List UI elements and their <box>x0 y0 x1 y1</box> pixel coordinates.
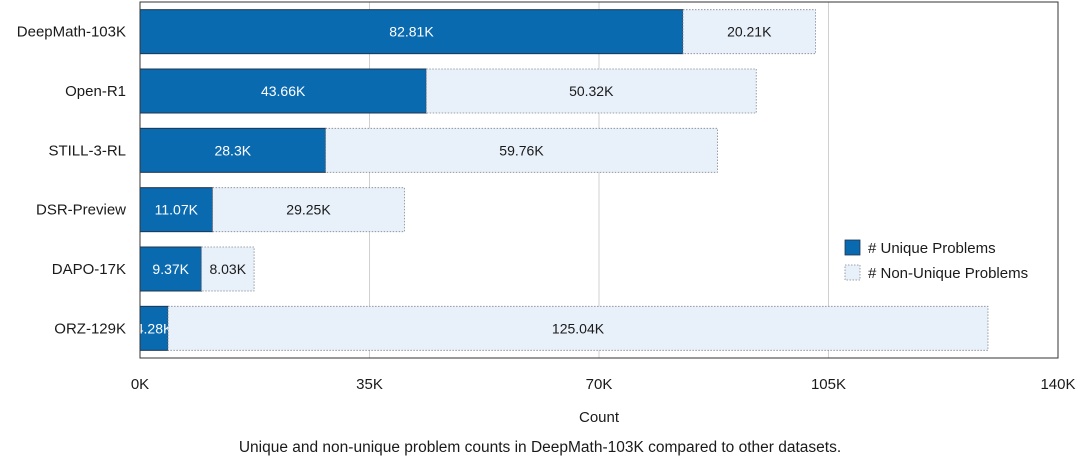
y-tick-label: Open-R1 <box>65 83 126 100</box>
bar-value-label: 125.04K <box>552 320 605 336</box>
figure-caption: Unique and non-unique problem counts in … <box>239 439 841 456</box>
x-tick-label: 140K <box>1040 376 1075 393</box>
bar-value-label: 43.66K <box>261 83 306 99</box>
y-tick-label: STILL-3-RL <box>48 142 126 159</box>
bar-non-unique-1 <box>425 68 757 114</box>
bar-value-label: 8.03K <box>209 261 246 277</box>
bars: 82.81K 20.21K 43.66K 50.32K 28.3K 59.76K 11.07… <box>136 9 989 351</box>
legend-label: # Non-Unique Problems <box>868 265 1028 282</box>
y-tick-label: DAPO-17K <box>52 261 126 278</box>
bar-value-label: 9.37K <box>152 261 189 277</box>
legend-swatch <box>844 264 861 281</box>
legend-swatch <box>844 239 861 256</box>
bar-unique-1 <box>139 68 427 114</box>
bar-value-label: 29.25K <box>286 202 331 218</box>
bar-non-unique-3 <box>212 187 405 233</box>
bar-value-label: 20.21K <box>727 24 772 40</box>
bar-value-label: 59.76K <box>499 142 544 158</box>
x-tick-label: 35K <box>356 376 383 393</box>
legend-label: # Unique Problems <box>868 240 996 257</box>
y-tick-label: DSR-Preview <box>36 202 126 219</box>
bar-value-label: 4.28K <box>136 320 173 336</box>
legend: # Unique Problems # Non-Unique Problems <box>844 239 1028 282</box>
y-tick-label: ORZ-129K <box>54 320 126 337</box>
x-axis-title: Count <box>579 409 620 426</box>
grid-lines <box>369 2 829 358</box>
bar-non-unique-0 <box>682 9 816 55</box>
x-tick-label: 70K <box>586 376 613 393</box>
bar-non-unique-2 <box>325 127 718 173</box>
y-tick-label: DeepMath-103K <box>17 24 126 41</box>
bar-unique-0 <box>139 9 684 55</box>
x-tick-label: 105K <box>811 376 846 393</box>
bar-value-label: 11.07K <box>155 202 199 218</box>
bar-value-label: 50.32K <box>569 83 614 99</box>
plot-frame <box>139 1 1059 359</box>
bar-value-label: 28.3K <box>214 142 251 158</box>
bar-non-unique-4 <box>201 246 255 292</box>
bar-non-unique-5 <box>167 305 989 351</box>
y-axis-labels: DeepMath-103K Open-R1 STILL-3-RL DSR-Previe… <box>17 24 126 338</box>
x-axis-labels: 0K 35K 70K 105K 140K <box>131 376 1076 393</box>
x-tick-label: 0K <box>131 376 149 393</box>
bar-unique-3 <box>139 187 214 233</box>
bar-value-label: 82.81K <box>389 24 434 40</box>
